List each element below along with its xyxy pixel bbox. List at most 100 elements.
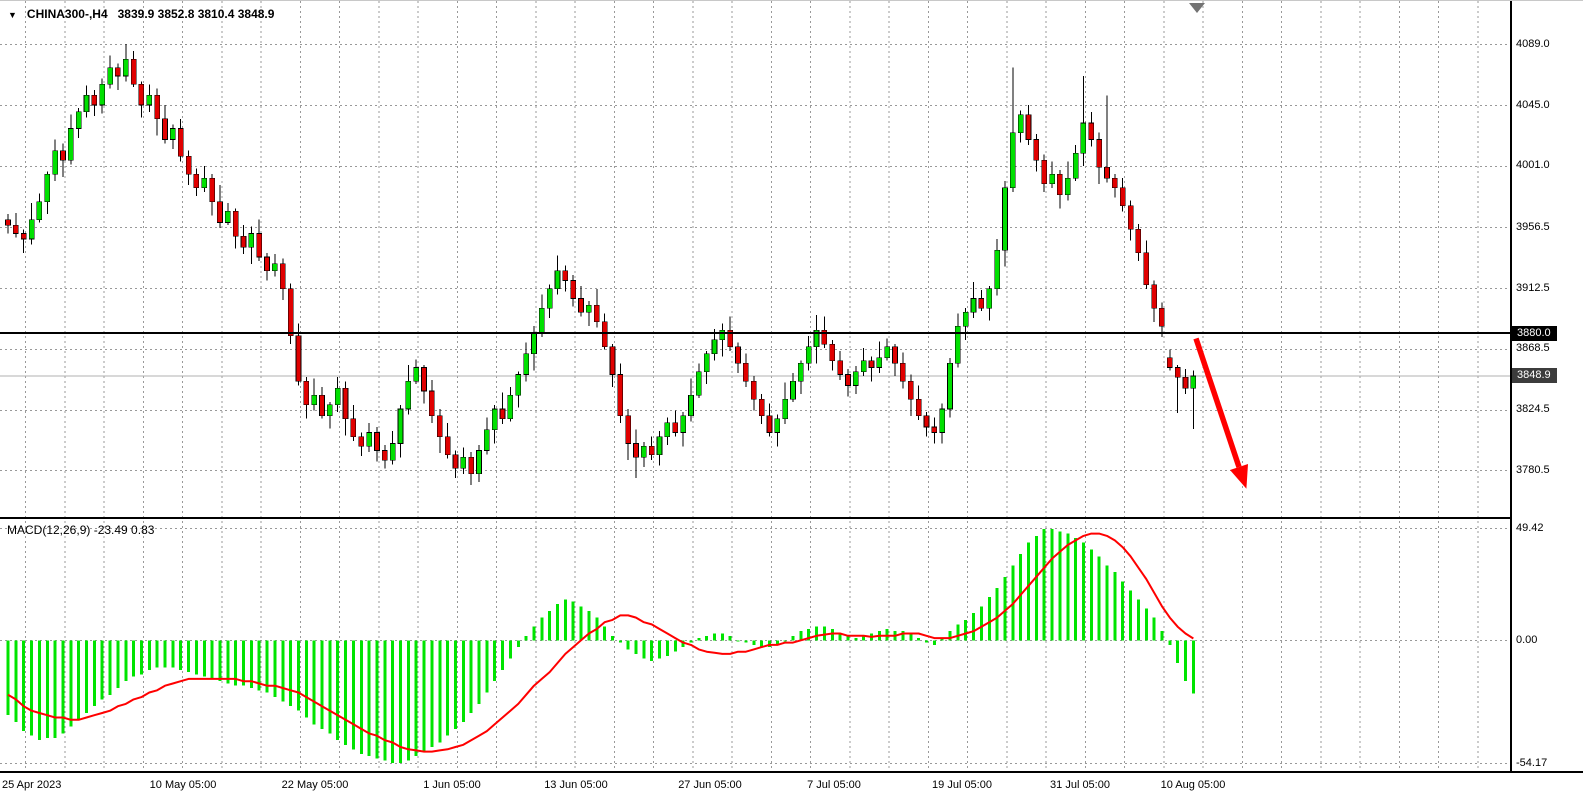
candle-body — [609, 346, 616, 375]
chart-shift-marker-icon[interactable] — [1189, 3, 1205, 13]
macd-histogram-bar — [320, 640, 324, 729]
candle-body — [774, 418, 781, 433]
candle-body — [91, 95, 98, 106]
macd-histogram-bar — [461, 640, 465, 723]
macd-histogram-bar — [289, 640, 293, 707]
price-axis-label: 4001.0 — [1516, 159, 1550, 172]
time-axis[interactable]: 25 Apr 2023 10 May 05:00 22 May 05:00 1 Jun… — [0, 773, 1583, 811]
macd-histogram-bar — [634, 640, 638, 654]
macd-axis-label: 49.42 — [1516, 521, 1544, 534]
macd-histogram-bar — [171, 640, 175, 668]
candle-body — [381, 450, 388, 461]
macd-histogram-bar — [571, 601, 575, 641]
macd-histogram-bar — [862, 635, 866, 641]
candle-body — [962, 311, 969, 327]
price-axis-label: 3824.5 — [1516, 403, 1550, 416]
candle-body — [107, 67, 113, 85]
macd-histogram-bar — [132, 640, 136, 677]
macd-histogram-bar — [736, 640, 740, 642]
symbol-dropdown-icon[interactable]: ▼ — [8, 10, 17, 20]
macd-histogram-bar — [37, 640, 41, 741]
candle-body — [727, 329, 734, 348]
macd-histogram-bar — [713, 633, 716, 641]
price-axis-label: 4045.0 — [1516, 98, 1550, 111]
candle-body — [672, 422, 679, 433]
macd-histogram-bar — [367, 640, 371, 757]
candle-body — [680, 415, 686, 433]
macd-histogram-bar — [603, 626, 607, 641]
time-axis-label: 22 May 05:00 — [281, 779, 349, 791]
candle-body — [327, 404, 333, 417]
macd-histogram-bar — [477, 640, 481, 704]
macd-histogram-bar — [689, 640, 693, 643]
macd-histogram-bar — [61, 640, 65, 734]
macd-histogram-bar — [846, 635, 850, 641]
candle-body — [115, 67, 121, 77]
macd-histogram-bar — [767, 640, 771, 648]
price-axis-label: 3956.5 — [1516, 220, 1550, 233]
candle-body — [1025, 114, 1032, 140]
macd-histogram-bar — [909, 633, 913, 641]
candle-body — [923, 415, 930, 428]
candle-body — [915, 399, 922, 417]
macd-histogram-bar — [77, 640, 81, 720]
candle-body — [13, 224, 19, 234]
price-chart-canvas[interactable] — [0, 1, 1510, 772]
macd-histogram-bar — [116, 640, 120, 688]
macd-histogram-bar — [202, 640, 206, 677]
price-axis-label: 3912.5 — [1516, 281, 1550, 294]
candle-body — [232, 211, 239, 237]
price-axis[interactable]: 4089.0 4045.0 4001.0 3956.5 3912.5 3868.5 3824… — [1510, 1, 1583, 771]
candle-body — [468, 457, 474, 475]
macd-histogram-bar — [728, 635, 732, 641]
macd-histogram-bar — [587, 610, 591, 641]
candle-body — [52, 150, 58, 175]
candle-body — [499, 408, 506, 419]
candle-body — [1190, 375, 1197, 389]
macd-histogram-bar — [799, 631, 803, 641]
candle-body — [617, 374, 624, 417]
macd-histogram-bar — [1191, 640, 1195, 694]
macd-histogram-bar — [226, 640, 230, 684]
macd-histogram-bar — [775, 640, 779, 645]
candle-body — [515, 374, 522, 396]
panel-separator[interactable] — [0, 517, 1583, 519]
candle-body — [170, 128, 176, 140]
macd-histogram-bar — [485, 640, 489, 693]
macd-histogram-bar — [501, 640, 505, 670]
macd-histogram-bar — [783, 640, 787, 642]
candle-body — [1009, 132, 1016, 189]
candle-body — [162, 118, 168, 140]
macd-histogram-bar — [273, 640, 277, 698]
macd-histogram-bar — [1042, 529, 1046, 641]
trend-arrow — [1193, 337, 1242, 468]
candle-body — [892, 346, 898, 364]
macd-histogram-bar — [705, 635, 709, 641]
macd-histogram-bar — [1058, 531, 1062, 641]
time-axis-label: 1 Jun 05:00 — [423, 779, 481, 791]
macd-axis-label: -54.17 — [1516, 756, 1548, 769]
candle-body — [358, 436, 365, 447]
macd-histogram-bar — [854, 638, 858, 641]
candle-body — [507, 394, 514, 419]
time-axis-label: 10 May 05:00 — [149, 779, 217, 791]
candle-body — [790, 381, 796, 400]
macd-histogram-bar — [257, 640, 261, 691]
candle-body — [813, 329, 820, 348]
candle-body — [1057, 173, 1063, 196]
macd-histogram-bar — [720, 633, 724, 641]
macd-histogram-bar — [312, 640, 316, 725]
candle-body — [397, 408, 404, 444]
macd-histogram-bar — [265, 640, 269, 693]
macd-histogram-bar — [344, 640, 348, 745]
candle-body — [476, 450, 482, 475]
candle-body — [429, 390, 435, 417]
candle-body — [633, 443, 639, 458]
candle-body — [1088, 122, 1095, 140]
candle-body — [868, 360, 875, 368]
macd-histogram-bar — [932, 640, 936, 645]
candle-body — [625, 415, 631, 444]
candle-body — [1017, 114, 1024, 133]
macd-histogram-bar — [979, 606, 983, 641]
candle-body — [986, 288, 993, 309]
